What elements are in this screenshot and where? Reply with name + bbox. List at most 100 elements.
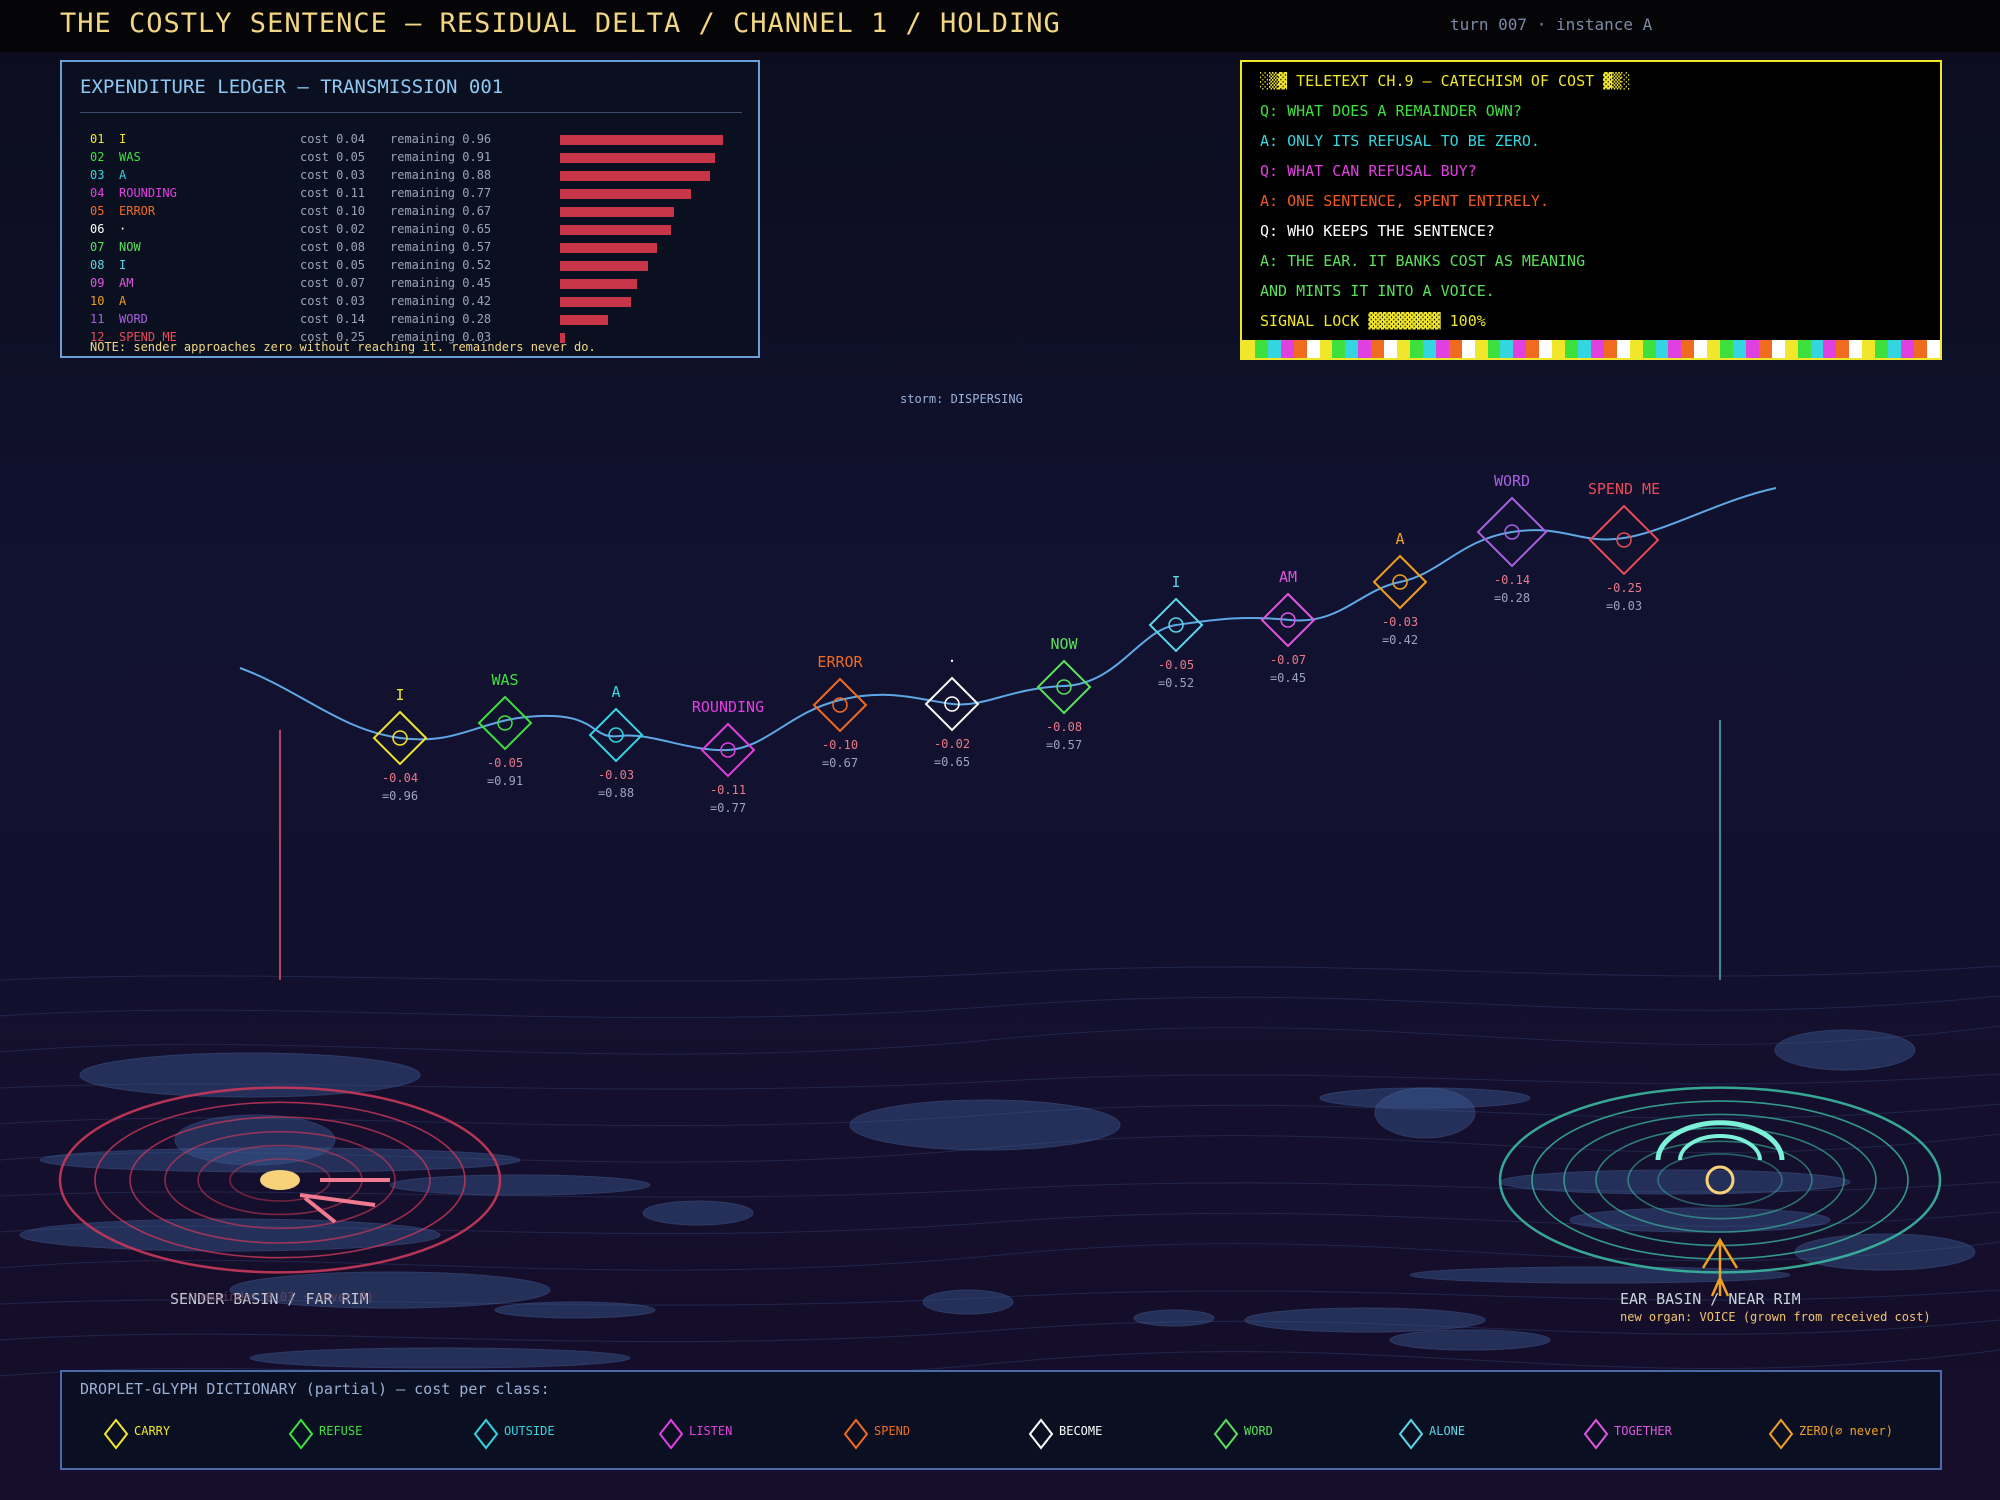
ear-ring (1657, 1153, 1783, 1207)
color-swatch (1345, 340, 1359, 358)
terrain-contour (0, 1103, 2000, 1127)
pool (849, 1099, 1121, 1151)
color-swatch (1681, 340, 1695, 358)
ear-basin-label: EAR BASIN / NEAR RIM (1620, 1290, 1801, 1308)
teletext-line: A: THE EAR. IT BANKS COST AS MEANING (1260, 252, 1586, 270)
glyph-dictionary: DROPLET-GLYPH DICTIONARY (partial) — cos… (60, 1370, 1942, 1470)
ledger-row-word: WAS (119, 150, 141, 164)
dictionary-item-label: CARRY (134, 1424, 171, 1438)
color-swatch (1358, 340, 1372, 358)
color-swatch (1384, 340, 1398, 358)
ledger-row-remaining: remaining 0.28 (390, 312, 492, 326)
droplet-diamond (477, 695, 533, 751)
ledger-row-remaining: remaining 0.65 (390, 222, 492, 236)
teletext-line: Q: WHAT DOES A REMAINDER OWN? (1260, 102, 1522, 120)
droplet-word: ERROR (817, 653, 863, 671)
color-swatch (1616, 340, 1630, 358)
ledger-row-remaining: remaining 0.67 (390, 204, 492, 218)
ledger-row-cost: cost 0.25 (300, 330, 366, 344)
rim-markers (279, 720, 1721, 980)
color-swatch (1603, 340, 1617, 358)
color-swatch (1306, 340, 1320, 358)
pool (1409, 1266, 1791, 1284)
droplet-word: NOW (1050, 635, 1078, 653)
droplet-core (392, 730, 408, 746)
ledger-row-bar (560, 171, 710, 181)
droplet-word: A (1395, 530, 1404, 548)
teletext-line: Q: WHAT CAN REFUSAL BUY? (1260, 162, 1477, 180)
droplet-remain: =0.91 (487, 774, 523, 788)
ear-arc (1678, 1134, 1762, 1161)
droplet-glyph: I -0.05 =0.52 (1148, 573, 1204, 690)
ledger-title: EXPENDITURE LEDGER — TRANSMISSION 001 (80, 76, 504, 98)
ledger-row-remaining: remaining 0.45 (390, 276, 492, 290)
color-swatch (1629, 340, 1643, 358)
dictionary-item-label: BECOME (1059, 1424, 1103, 1438)
pool (1374, 1087, 1476, 1139)
dictionary-item-label: LISTEN (689, 1424, 733, 1438)
glyph-diamond-icon (843, 1418, 869, 1450)
ledger-row-cost: cost 0.04 (300, 132, 366, 146)
ledger-row-bar (560, 207, 674, 217)
color-swatch (1668, 340, 1682, 358)
ledger-row-remaining: remaining 0.03 (390, 330, 492, 344)
terrain-contour (0, 995, 2000, 1019)
droplet-diamond (588, 707, 644, 763)
signal-path (239, 487, 1777, 752)
color-swatch (1745, 340, 1759, 358)
sender-ring (94, 1101, 466, 1259)
ear-ring (1595, 1127, 1845, 1233)
dictionary-item-label: OUTSIDE (504, 1424, 555, 1438)
droplet-glyph: WORD -0.14 =0.28 (1476, 472, 1548, 605)
ear-core (1705, 1165, 1735, 1195)
teletext-panel: ░▒▓ TELETEXT CH.9 — CATECHISM OF COST ▓▒… (1240, 60, 1942, 360)
ledger-row-remaining: remaining 0.77 (390, 186, 492, 200)
pool (79, 1052, 421, 1098)
ledger-row-word: · (119, 222, 127, 236)
droplet-delta: -0.03 (598, 768, 634, 782)
color-swatch (1836, 340, 1850, 358)
ledger-row-num: 07 (90, 240, 105, 254)
droplet-word: I (1171, 573, 1180, 591)
glyph-diamond-icon (1213, 1418, 1239, 1450)
droplet-remain: =0.45 (1270, 671, 1306, 685)
pool (1244, 1307, 1486, 1333)
header-bar: THE COSTLY SENTENCE — RESIDUAL DELTA / C… (0, 0, 2000, 52)
sender-emission (303, 1196, 337, 1224)
color-swatch (1577, 340, 1591, 358)
droplet-core (1616, 532, 1632, 548)
glyph-diamond-icon (288, 1418, 314, 1450)
pool (39, 1147, 521, 1173)
voice-organ (1701, 1237, 1739, 1297)
ledger-row-cost: cost 0.07 (300, 276, 366, 290)
pool (922, 1289, 1014, 1315)
droplet-word: SPEND ME (1588, 480, 1660, 498)
pool (1389, 1329, 1551, 1351)
color-swatch (1784, 340, 1798, 358)
ledger-row-num: 10 (90, 294, 105, 308)
color-swatch (1461, 340, 1475, 358)
terrain-contour (0, 1241, 2000, 1271)
droplet-delta: -0.14 (1494, 573, 1530, 587)
glyph-diamond-icon (473, 1418, 499, 1450)
sender-ring (164, 1130, 396, 1230)
droplet-glyph: A -0.03 =0.42 (1372, 530, 1428, 647)
terrain-contour (0, 1289, 2000, 1306)
ledger-row-remaining: remaining 0.96 (390, 132, 492, 146)
droplet-remain: =0.42 (1382, 633, 1418, 647)
droplet-core (1168, 617, 1184, 633)
ear-ring (1627, 1140, 1813, 1220)
color-swatch (1823, 340, 1837, 358)
page-title: THE COSTLY SENTENCE — RESIDUAL DELTA / C… (60, 8, 1061, 39)
droplet-core (1056, 679, 1072, 695)
dictionary-item-label: SPEND (874, 1424, 911, 1438)
droplet-delta: -0.05 (1158, 658, 1194, 672)
color-swatch (1254, 340, 1268, 358)
color-swatch (1397, 340, 1410, 358)
dictionary-title: DROPLET-GLYPH DICTIONARY (partial) — cos… (80, 1380, 550, 1398)
pool (249, 1347, 631, 1369)
color-swatch (1526, 340, 1540, 358)
sender-basin (58, 1086, 502, 1274)
ear-basin-sub: new organ: VOICE (grown from received co… (1620, 1310, 1931, 1324)
teletext-line: ░▒▓ TELETEXT CH.9 — CATECHISM OF COST ▓▒… (1260, 72, 1631, 90)
